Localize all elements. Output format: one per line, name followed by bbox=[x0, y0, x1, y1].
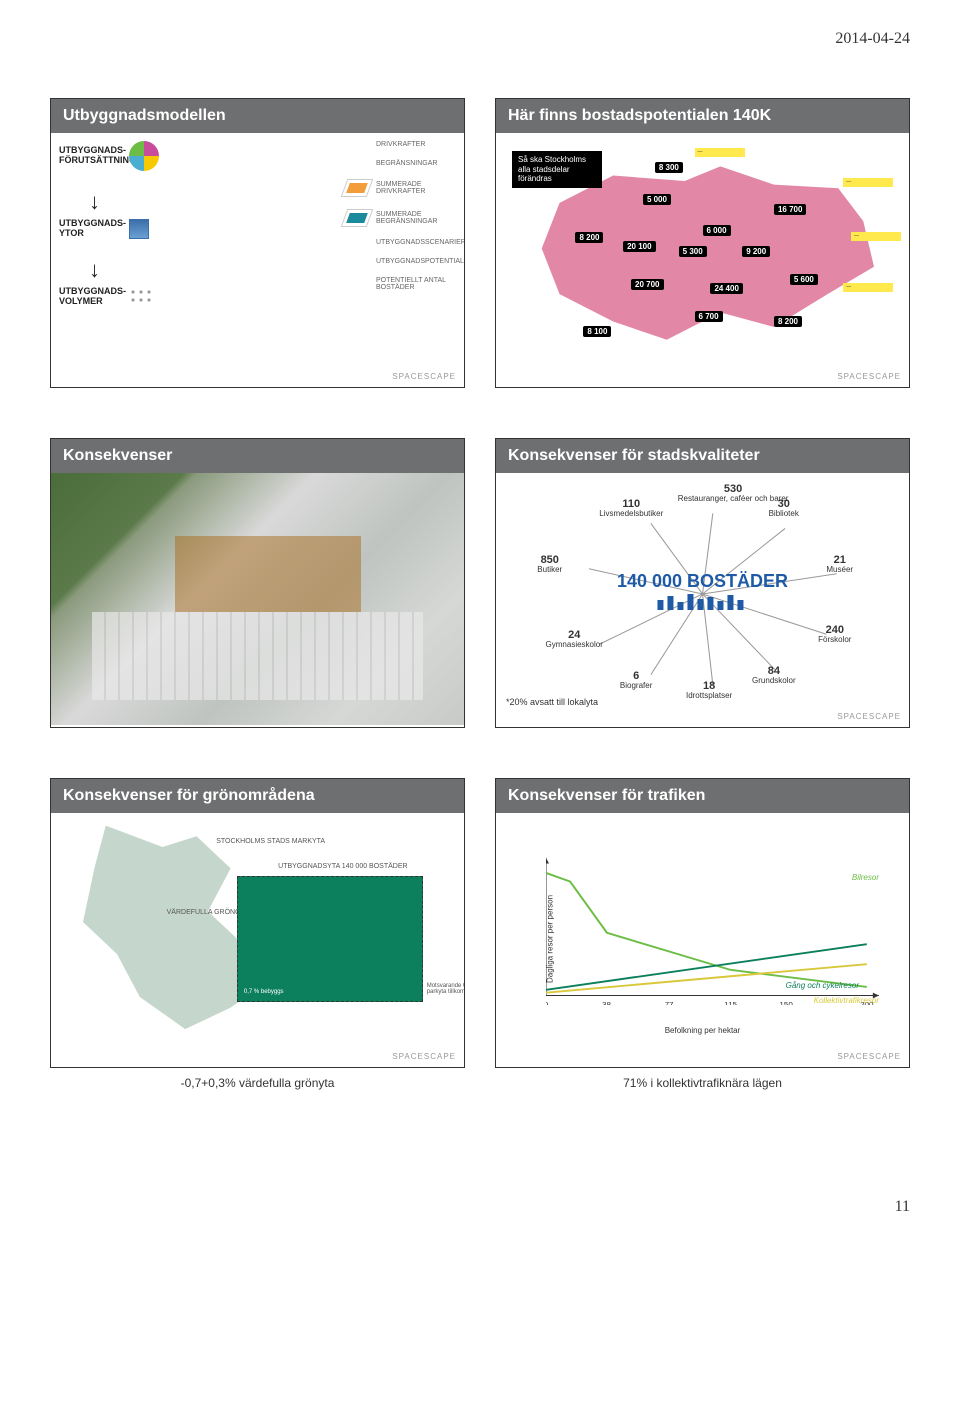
svg-text:38: 38 bbox=[602, 1000, 612, 1005]
map-value: 5 000 bbox=[643, 194, 671, 205]
s1-left-1: UTBYGGNADS- YTOR bbox=[59, 219, 129, 239]
s5-box-sub1: UTBYGGNADSYTA 140 000 BOSTÄDER bbox=[278, 863, 407, 870]
card-teal-icon bbox=[341, 209, 374, 227]
svg-text:0: 0 bbox=[546, 1000, 549, 1005]
map-value: 8 100 bbox=[583, 326, 611, 337]
slide2-title: Här finns bostadspotentialen 140K bbox=[496, 99, 909, 133]
s1-right-3: SUMMERADE BEGRÄNSNINGAR bbox=[376, 211, 456, 225]
map-value: 9 200 bbox=[742, 246, 770, 257]
blob-icon bbox=[129, 288, 153, 306]
slide-trafiken: Konsekvenser för trafiken Dagliga resor … bbox=[495, 778, 910, 1068]
s4-center: 140 000 BOSTÄDER bbox=[617, 571, 788, 617]
s4-note: *20% avsatt till lokalyta bbox=[506, 697, 598, 707]
stat-l: Livsmedelsbutiker bbox=[599, 509, 663, 518]
map-value: 5 300 bbox=[679, 246, 707, 257]
skyline-icon bbox=[652, 592, 752, 612]
map-annotation: — bbox=[843, 178, 893, 187]
s6-xlabel: Befolkning per hektar bbox=[665, 1026, 741, 1035]
s1-right-1: BEGRÄNSNINGAR bbox=[376, 160, 456, 167]
slide-utbyggnadsmodellen: Utbyggnadsmodellen UTBYGGNADS- FÖRUTSÄTT… bbox=[50, 98, 465, 388]
slide-gronomraden: Konsekvenser för grönområdena STOCKHOLMS… bbox=[50, 778, 465, 1068]
s1-right-6: POTENTIELLT ANTAL BOSTÄDER bbox=[376, 277, 456, 291]
footer-tag: SPACESCAPE bbox=[837, 372, 901, 381]
stat-l: Biografer bbox=[620, 681, 652, 690]
map-value: 8 200 bbox=[774, 316, 802, 327]
page-date: 2014-04-24 bbox=[50, 30, 910, 48]
map-annotation: — bbox=[851, 232, 901, 241]
slide1-title: Utbyggnadsmodellen bbox=[51, 99, 464, 133]
slide6-title: Konsekvenser för trafiken bbox=[496, 779, 909, 813]
s5-inner1: 0,7 % bebyggs bbox=[244, 989, 284, 995]
map-annotation: — bbox=[843, 283, 893, 292]
aerial-photo-placeholder bbox=[51, 473, 464, 725]
map-annotation: — bbox=[695, 148, 745, 157]
slide6-caption: 71% i kollektivtrafiknära lägen bbox=[495, 1076, 910, 1090]
down-arrow-icon: ↓ bbox=[89, 257, 245, 283]
svg-text:115: 115 bbox=[724, 1000, 738, 1005]
slide-stadskvaliteter: Konsekvenser för stadskvaliteter 140 0 bbox=[495, 438, 910, 728]
slide-bostadspotential: Här finns bostadspotentialen 140K Så ska… bbox=[495, 98, 910, 388]
map-value: 5 600 bbox=[790, 274, 818, 285]
series-label-kollektiv: Kollektivtrafikresor bbox=[814, 996, 879, 1005]
slide-konsekvenser: Konsekvenser bbox=[50, 438, 465, 728]
slide4-title: Konsekvenser för stadskvaliteter bbox=[496, 439, 909, 473]
map-value: 24 400 bbox=[710, 283, 742, 294]
map-value: 20 100 bbox=[623, 241, 655, 252]
stat-l: Idrottsplatser bbox=[686, 691, 732, 700]
stat-l: Gymnasieskolor bbox=[546, 640, 603, 649]
stockholm-map: Så ska Stockholms alla stadsdelar föränd… bbox=[504, 143, 901, 377]
stat-l: Muséer bbox=[826, 565, 853, 574]
pie-icon bbox=[129, 141, 159, 171]
slide-grid: Utbyggnadsmodellen UTBYGGNADS- FÖRUTSÄTT… bbox=[50, 98, 910, 1118]
s1-right-0: DRIVKRAFTER bbox=[376, 141, 456, 148]
s1-right-4: UTBYGGNADSSCENARIER bbox=[376, 239, 456, 246]
slide5-title: Konsekvenser för grönområdena bbox=[51, 779, 464, 813]
map-value: 8 200 bbox=[575, 232, 603, 243]
s1-right-2: SUMMERADE DRIVKRAFTER bbox=[376, 181, 456, 195]
page-number: 11 bbox=[50, 1198, 910, 1216]
down-arrow-icon: ↓ bbox=[89, 189, 245, 215]
stat-l: Förskolor bbox=[818, 635, 851, 644]
series-label-gang: Gång och cykelresor bbox=[786, 981, 859, 990]
card-orange-icon bbox=[341, 179, 374, 197]
footer-tag: SPACESCAPE bbox=[392, 1052, 456, 1061]
footer-tag: SPACESCAPE bbox=[837, 1052, 901, 1061]
map-value: 6 000 bbox=[703, 225, 731, 236]
green-area-box: 0,7 % bebyggs Motsvarande 0,3 % ny parky… bbox=[237, 876, 423, 1002]
s5-box-title: STOCKHOLMS STADS MARKYTA bbox=[216, 838, 325, 845]
map-title: Så ska Stockholms alla stadsdelar föränd… bbox=[512, 151, 602, 188]
series-label-bil: Bilresor bbox=[852, 873, 879, 882]
footer-tag: SPACESCAPE bbox=[837, 712, 901, 721]
map-value: 8 300 bbox=[655, 162, 683, 173]
svg-text:77: 77 bbox=[665, 1000, 674, 1005]
s1-left-2: UTBYGGNADS- VOLYMER bbox=[59, 287, 129, 307]
s5-inner2: Motsvarande 0,3 % ny parkyta tillkommer bbox=[427, 983, 465, 995]
slide5-caption: -0,7+0,3% värdefulla grönyta bbox=[50, 1076, 465, 1090]
slide3-title: Konsekvenser bbox=[51, 439, 464, 473]
stack-icon bbox=[129, 219, 149, 239]
stat-l: Butiker bbox=[537, 565, 562, 574]
svg-text:150: 150 bbox=[779, 1000, 793, 1005]
map-value: 20 700 bbox=[631, 279, 663, 290]
s1-right-5: UTBYGGNADSPOTENTIAL bbox=[376, 258, 456, 265]
s1-left-0: UTBYGGNADS- FÖRUTSÄTTNINGAR bbox=[59, 146, 129, 166]
map-value: 16 700 bbox=[774, 204, 806, 215]
s4-center-value: 140 000 BOSTÄDER bbox=[617, 571, 788, 592]
footer-tag: SPACESCAPE bbox=[392, 372, 456, 381]
map-value: 6 700 bbox=[695, 311, 723, 322]
stat-l: Grundskolor bbox=[752, 676, 796, 685]
stat-l: Bibliotek bbox=[769, 509, 799, 518]
